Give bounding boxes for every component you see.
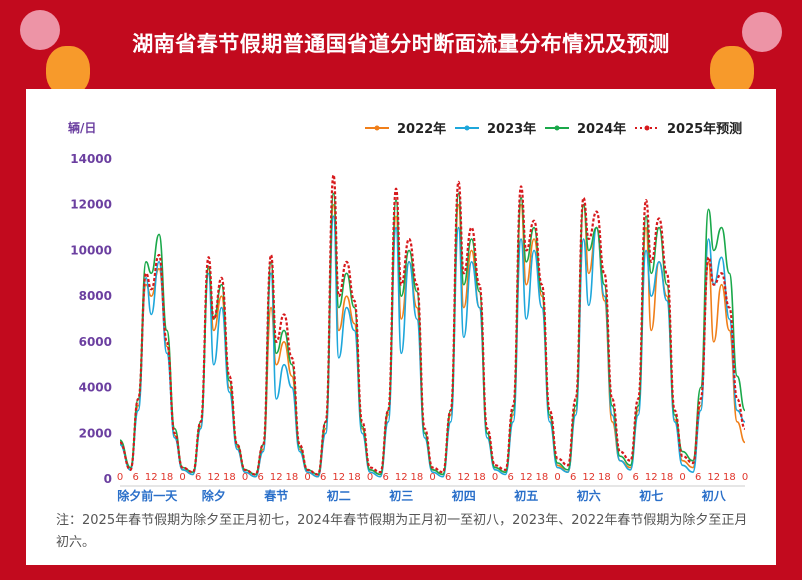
hour-tick-label: 0: [679, 472, 685, 483]
series-line-2022年: [119, 203, 746, 478]
hour-tick-label: 6: [632, 472, 638, 483]
day-label: 初五: [514, 488, 538, 503]
hour-tick-label: 0: [742, 472, 748, 483]
hour-tick-label: 12: [145, 472, 158, 483]
hour-tick-label: 6: [695, 472, 701, 483]
lantern-icon-left: [46, 46, 90, 96]
hour-tick-label: 18: [598, 472, 611, 483]
series-line-2025年预测: [119, 173, 747, 476]
hour-tick-label: 6: [507, 472, 513, 483]
hour-tick-label: 12: [645, 472, 658, 483]
hour-tick-label: 6: [382, 472, 388, 483]
hour-tick-label: 12: [520, 472, 533, 483]
hour-tick-label: 0: [117, 472, 123, 483]
hour-tick-label: 18: [286, 472, 299, 483]
y-tick-label: 8000: [79, 289, 112, 303]
y-tick-label: 10000: [70, 243, 112, 257]
legend-label: 2024年: [577, 121, 626, 137]
hour-tick-label: 12: [582, 472, 595, 483]
hour-tick-label: 12: [395, 472, 408, 483]
hour-tick-label: 6: [445, 472, 451, 483]
series-line-2024年: [119, 192, 746, 476]
y-tick-label: 12000: [70, 198, 112, 212]
day-label: 初六: [577, 488, 601, 503]
hour-tick-label: 0: [617, 472, 623, 483]
hour-tick-label: 18: [161, 472, 174, 483]
hour-tick-label: 18: [411, 472, 424, 483]
legend-marker-dot: [374, 125, 380, 131]
hour-tick-label: 18: [348, 472, 361, 483]
hour-tick-label: 6: [320, 472, 326, 483]
legend-marker-dot: [644, 125, 650, 131]
hour-tick-label: 6: [257, 472, 263, 483]
hour-tick-label: 0: [242, 472, 248, 483]
hour-tick-label: 12: [707, 472, 720, 483]
day-label: 除夕前一天: [117, 488, 178, 503]
y-tick-label: 4000: [79, 381, 112, 395]
hour-tick-label: 0: [179, 472, 185, 483]
hour-tick-label: 0: [492, 472, 498, 483]
blossom-decoration-left: [20, 10, 60, 50]
day-label: 初七: [639, 488, 663, 503]
hour-tick-label: 18: [661, 472, 674, 483]
hour-tick-label: 0: [429, 472, 435, 483]
hour-tick-label: 12: [270, 472, 283, 483]
legend-label: 2023年: [487, 121, 536, 137]
hour-tick-label: 12: [207, 472, 220, 483]
legend-label: 2025年预测: [667, 121, 742, 137]
hour-tick-label: 6: [570, 472, 576, 483]
hour-tick-label: 12: [332, 472, 345, 483]
day-label: 初三: [389, 488, 413, 503]
hour-tick-label: 18: [223, 472, 236, 483]
y-tick-label: 2000: [79, 426, 112, 440]
blossom-decoration-right: [742, 12, 782, 52]
hour-tick-label: 0: [304, 472, 310, 483]
hour-tick-label: 18: [473, 472, 486, 483]
day-label: 初二: [327, 488, 351, 503]
y-tick-label: 6000: [79, 335, 112, 349]
footnote: 注：2025年春节假期为除夕至正月初七，2024年春节假期为正月初一至初八，20…: [56, 513, 748, 550]
hour-tick-label: 0: [554, 472, 560, 483]
lantern-icon-right: [710, 46, 754, 96]
day-label: 除夕: [202, 488, 226, 503]
day-label: 初八: [702, 488, 727, 503]
y-tick-label: 0: [104, 472, 112, 486]
hour-tick-label: 12: [457, 472, 470, 483]
series-line-2023年: [119, 215, 746, 478]
day-label: 初四: [452, 488, 476, 503]
legend-marker-dot: [464, 125, 470, 131]
hour-tick-label: 0: [367, 472, 373, 483]
legend-label: 2022年: [397, 121, 446, 137]
hour-tick-label: 6: [195, 472, 201, 483]
page-title: 湖南省春节假期普通国省道分时断面流量分布情况及预测: [132, 32, 670, 56]
y-tick-label: 14000: [70, 152, 112, 166]
legend-marker-dot: [554, 125, 560, 131]
y-axis-label: 辆/日: [68, 120, 96, 135]
hour-tick-label: 18: [723, 472, 736, 483]
day-label: 春节: [263, 488, 288, 503]
hour-tick-label: 18: [536, 472, 549, 483]
hour-tick-label: 6: [132, 472, 138, 483]
